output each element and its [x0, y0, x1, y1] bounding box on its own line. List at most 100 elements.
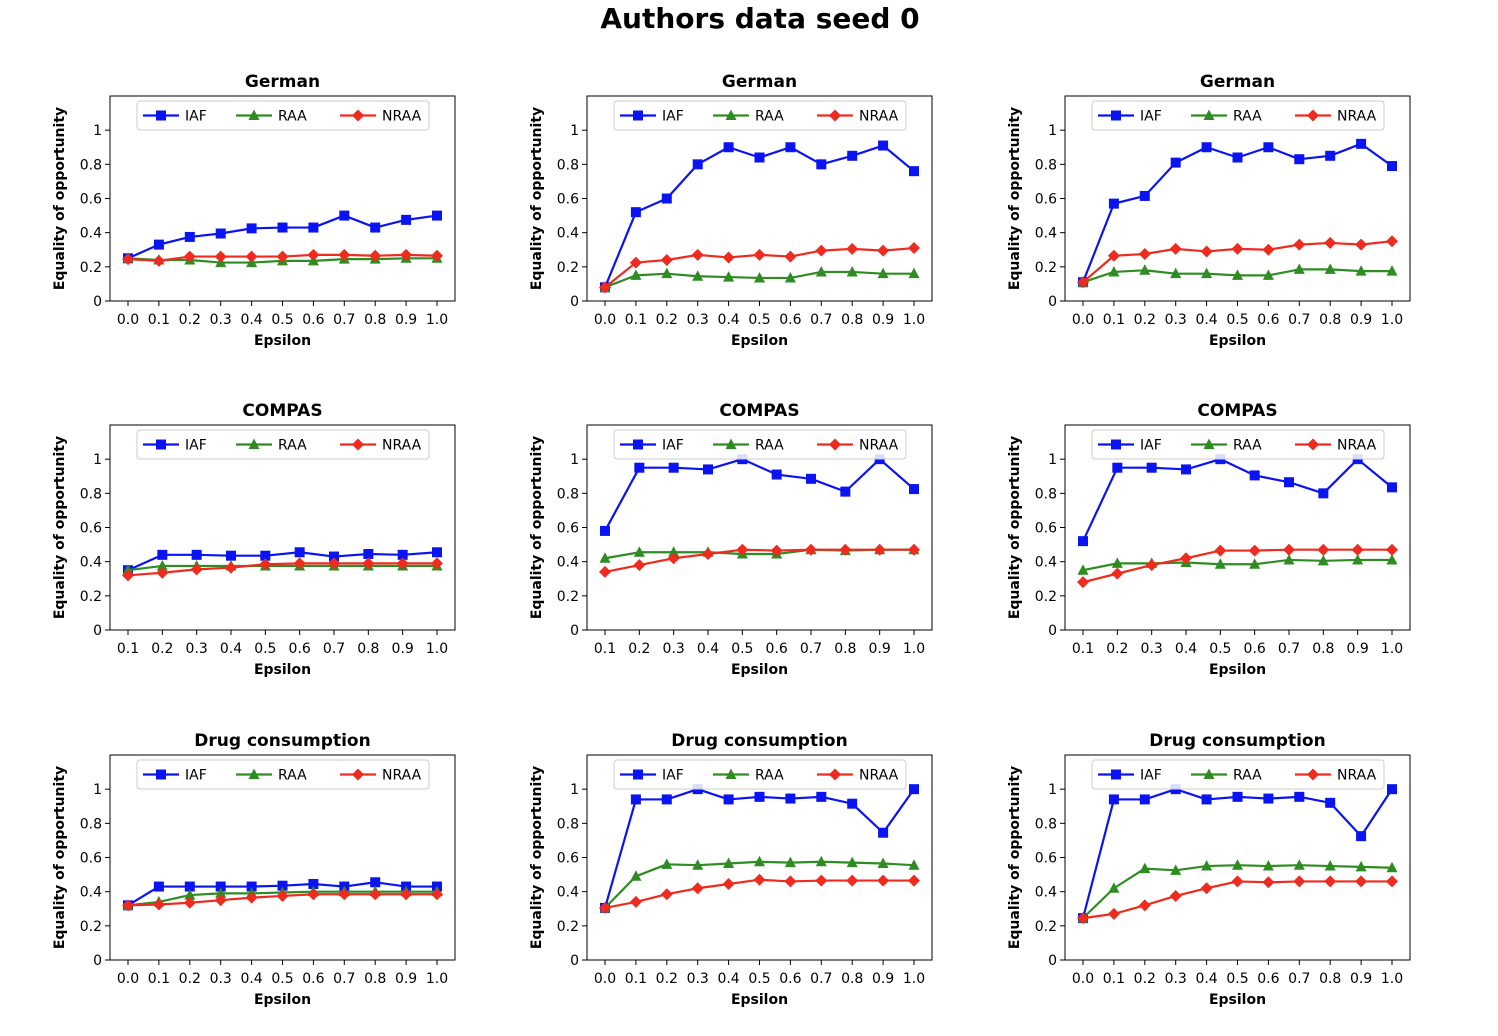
data-point — [1249, 558, 1261, 569]
data-point — [1324, 860, 1336, 871]
data-point — [245, 891, 258, 904]
data-point — [661, 267, 673, 279]
data-point — [1324, 875, 1337, 888]
data-point — [1263, 142, 1274, 153]
x-tick-label: 0.4 — [1175, 641, 1197, 657]
x-tick-label: 0.8 — [1312, 641, 1334, 657]
legend-entry-iaf: IAF — [143, 768, 207, 784]
data-point — [1283, 553, 1295, 565]
data-point — [1387, 482, 1397, 493]
chart-panel: Drug consumption 0 0.2 0.4 0.6 0.8 1 0.0 0.1 0.2 0… — [529, 731, 933, 1008]
y-tick-label: 1 — [570, 782, 579, 798]
legend-marker — [1307, 109, 1319, 122]
legend-entry-raa: RAA — [236, 438, 307, 454]
legend-entry-raa: RAA — [1191, 438, 1262, 454]
data-point — [1262, 243, 1275, 256]
x-tick-label: 0.8 — [364, 312, 386, 328]
y-tick-label: 0 — [93, 294, 102, 310]
legend-box — [1091, 759, 1385, 790]
data-point — [691, 882, 704, 895]
y-tick-label: 0.6 — [557, 192, 579, 208]
series-line — [1081, 788, 1393, 919]
x-tick-label: 0.4 — [717, 971, 739, 987]
data-point — [401, 214, 412, 225]
x-axis-label: Epsilon — [1209, 992, 1266, 1008]
data-point — [846, 265, 858, 277]
data-point — [599, 281, 611, 294]
legend-marker — [829, 768, 841, 781]
data-point — [703, 464, 713, 475]
legend-box — [613, 759, 907, 790]
x-tick-label: 0.4 — [240, 312, 262, 328]
data-point — [370, 222, 381, 233]
legend-entry-nraa: NRAA — [340, 768, 422, 784]
x-tick-label: 1.0 — [903, 312, 925, 328]
legend-label: RAA — [278, 438, 307, 454]
x-tick-label: 0.6 — [302, 971, 324, 987]
series-line — [1082, 558, 1392, 572]
legend-entry-raa: RAA — [1191, 768, 1262, 784]
data-point — [370, 877, 381, 888]
data-point — [1317, 554, 1329, 566]
x-tick-label: 0.1 — [625, 312, 647, 328]
data-point — [1180, 552, 1192, 565]
x-axis-label: Epsilon — [731, 662, 788, 678]
series-line — [1082, 548, 1392, 584]
legend-marker — [633, 769, 643, 780]
series-nraa — [122, 888, 443, 912]
y-tick-label: 0.4 — [80, 226, 102, 242]
data-point — [308, 878, 319, 889]
data-point — [784, 250, 797, 263]
data-point — [877, 874, 890, 887]
series-raa — [599, 543, 920, 563]
y-tick-label: 0.2 — [80, 260, 102, 276]
legend-marker — [1203, 109, 1215, 120]
data-point — [702, 547, 714, 560]
data-point — [245, 250, 258, 263]
x-tick-label: 0.9 — [395, 971, 417, 987]
legend-label: NRAA — [382, 768, 422, 784]
data-point — [1170, 157, 1181, 168]
legend-marker — [829, 109, 841, 122]
series-nraa — [1077, 235, 1398, 289]
data-point — [1387, 161, 1397, 172]
x-tick-label: 0.0 — [1072, 971, 1094, 987]
series-line — [604, 458, 915, 532]
data-point — [260, 550, 271, 561]
data-point — [1232, 269, 1243, 280]
data-point — [839, 543, 852, 556]
data-point — [908, 859, 920, 870]
legend-label: IAF — [185, 109, 207, 125]
x-tick-label: 0.3 — [210, 971, 232, 987]
legend-label: IAF — [1140, 109, 1162, 125]
legend-label: NRAA — [859, 768, 899, 784]
legend-marker — [1307, 438, 1319, 451]
legend-entry-iaf: IAF — [620, 768, 684, 784]
data-point — [184, 881, 195, 892]
legend-label: RAA — [278, 768, 307, 784]
x-axis-label: Epsilon — [254, 333, 311, 349]
data-point — [432, 547, 442, 558]
data-point — [1111, 557, 1123, 568]
legend: IAF RAA NRAA — [1091, 759, 1385, 790]
data-point — [1111, 567, 1124, 580]
legend-label: IAF — [662, 768, 684, 784]
data-point — [215, 228, 226, 239]
x-axis-label: Epsilon — [731, 992, 788, 1008]
legend-box — [136, 759, 430, 790]
data-point — [1355, 238, 1368, 251]
y-tick-label: 0.2 — [557, 260, 579, 276]
data-point — [369, 249, 382, 262]
x-tick-label: 0.7 — [1288, 971, 1310, 987]
legend-marker — [248, 768, 260, 779]
y-tick-label: 0.4 — [1035, 885, 1057, 901]
x-tick-label: 0.1 — [1072, 641, 1094, 657]
x-tick-label: 0.1 — [117, 641, 139, 657]
data-point — [369, 888, 382, 901]
y-tick-label: 0.8 — [1035, 157, 1057, 173]
y-tick-label: 0 — [570, 623, 579, 639]
data-point — [1108, 794, 1119, 805]
data-point — [661, 858, 673, 869]
y-tick-label: 0.6 — [80, 851, 102, 867]
data-point — [785, 142, 796, 153]
